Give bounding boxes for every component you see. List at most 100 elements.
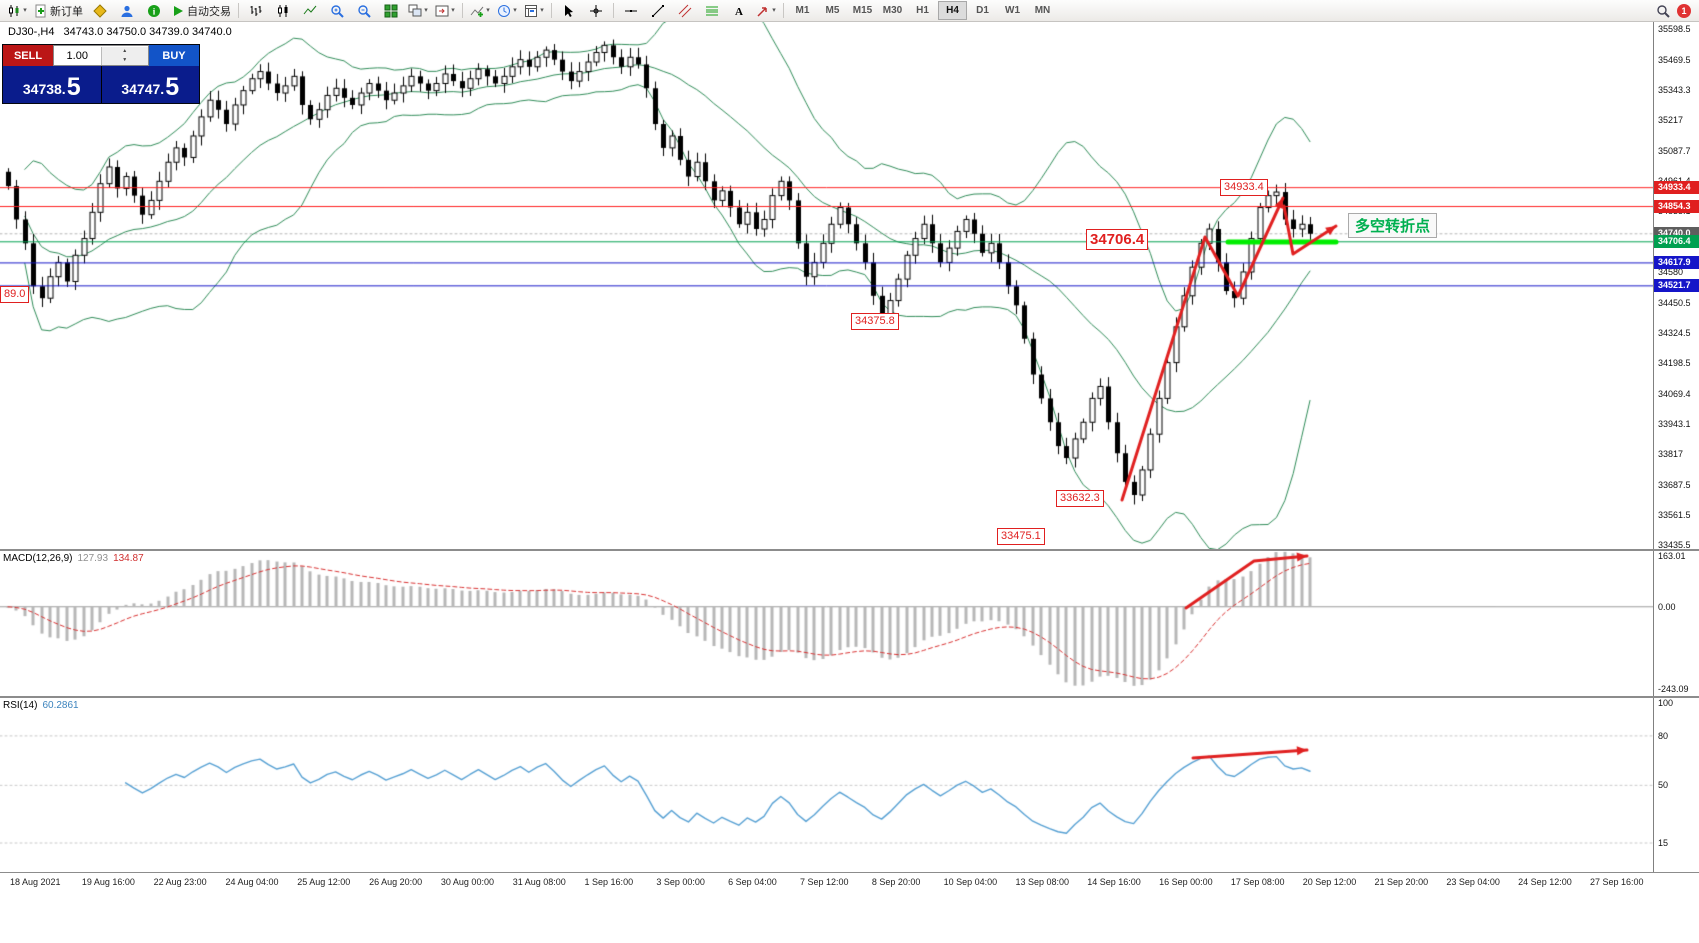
tile-windows-icon[interactable] xyxy=(378,1,404,21)
macd-name: MACD(12,26,9) xyxy=(3,553,73,564)
time-tick: 24 Aug 04:00 xyxy=(225,877,279,887)
time-tick: 3 Sep 00:00 xyxy=(656,877,705,887)
timeframe-button-d1[interactable]: D1 xyxy=(976,5,989,16)
indicators-icon[interactable]: ▾ xyxy=(467,1,493,21)
price-tick: 35598.5 xyxy=(1658,23,1691,34)
spin-up-icon[interactable]: ▲ xyxy=(101,46,148,56)
chart-ohlc-header: DJ30-,H4 34743.0 34750.0 34739.0 34740.0 xyxy=(8,26,238,38)
cursor-icon[interactable] xyxy=(556,1,582,21)
price-tick: 33435.5 xyxy=(1658,539,1691,550)
macd-label: MACD(12,26,9) 127.93 134.87 xyxy=(3,553,144,564)
zoom-in-icon xyxy=(330,4,344,18)
templates-icon[interactable]: ▾ xyxy=(521,1,547,21)
candlestick-icon[interactable] xyxy=(270,1,296,21)
fibonacci-icon[interactable] xyxy=(699,1,725,21)
spin-down-icon[interactable]: ▼ xyxy=(101,55,148,65)
zoom-out-icon[interactable] xyxy=(351,1,377,21)
toolbar-separator xyxy=(551,3,552,18)
text-icon[interactable]: A xyxy=(726,1,752,21)
timeframe-button-w1[interactable]: W1 xyxy=(1005,5,1020,16)
auto-arrange-icon[interactable]: ▾ xyxy=(405,1,431,21)
timeframe-button-mn[interactable]: MN xyxy=(1034,5,1051,16)
text-icon: A xyxy=(732,4,746,18)
price-badge: 34854.3 xyxy=(1654,200,1699,214)
dropdown-caret-icon[interactable]: ▾ xyxy=(513,6,517,14)
dropdown-caret-icon[interactable]: ▾ xyxy=(540,6,544,14)
sell-price-main: 34738. xyxy=(22,81,66,97)
time-tick: 13 Sep 08:00 xyxy=(1015,877,1070,887)
toolbar-separator xyxy=(238,3,239,18)
panel-separator xyxy=(0,872,1699,873)
rsi-indicator-panel[interactable] xyxy=(0,698,1653,872)
time-scale[interactable]: 18 Aug 2021 19 Aug 16:00 22 Aug 23:00 24 Au… xyxy=(0,873,1699,895)
volume-field[interactable]: 1.00 ▲ ▼ xyxy=(53,45,149,66)
cursor-icon xyxy=(562,4,576,18)
sell-button[interactable]: SELL xyxy=(3,45,53,66)
dropdown-caret-icon[interactable]: ▾ xyxy=(424,6,428,14)
info-icon[interactable]: i xyxy=(141,1,167,21)
dropdown-caret-icon[interactable]: ▾ xyxy=(486,6,490,14)
timeframe-button-m5[interactable]: M5 xyxy=(825,5,840,16)
chart-shift-icon[interactable]: ▾ xyxy=(432,1,458,21)
bar-chart-icon[interactable] xyxy=(243,1,269,21)
svg-text:i: i xyxy=(153,6,156,16)
main-price-chart[interactable] xyxy=(0,22,1653,549)
buy-button[interactable]: BUY xyxy=(149,45,199,66)
fibonacci-icon xyxy=(705,4,719,18)
time-tick: 25 Aug 12:00 xyxy=(297,877,351,887)
crosshair-icon xyxy=(589,4,603,18)
price-level-tag: 89.0 xyxy=(0,286,30,303)
toolbar-separator xyxy=(783,3,784,18)
new-chart-icon[interactable]: ▾ xyxy=(4,1,30,21)
macd-axis-label: 163.01 xyxy=(1658,551,1686,561)
new-order-button[interactable]: 新订单 xyxy=(31,1,86,21)
volume-value[interactable]: 1.00 xyxy=(66,49,88,62)
timeframe-button-m30[interactable]: M30 xyxy=(882,5,903,16)
price-scale[interactable]: 35598.5 35469.5 35343.3 35217 35087.7 34961.4… xyxy=(1653,22,1699,873)
time-tick: 1 Sep 16:00 xyxy=(584,877,634,887)
price-tick: 34961.4 xyxy=(1658,176,1691,186)
price-tick: 33561.5 xyxy=(1658,509,1691,520)
arrows-icon[interactable]: ▾ xyxy=(753,1,779,21)
trendline-icon[interactable] xyxy=(645,1,671,21)
price-tick: 33687.5 xyxy=(1658,479,1691,490)
hline-icon xyxy=(624,4,638,18)
svg-text:A: A xyxy=(735,6,743,18)
info-icon: i xyxy=(147,4,161,18)
time-tick: 18 Aug 2021 xyxy=(10,877,61,887)
profile-icon[interactable] xyxy=(114,1,140,21)
trade-buttons-row: SELL 1.00 ▲ ▼ BUY xyxy=(3,45,199,66)
volume-stepper[interactable]: ▲ ▼ xyxy=(100,46,148,65)
macd-indicator-panel[interactable] xyxy=(0,551,1653,696)
periods-icon[interactable]: ▾ xyxy=(494,1,520,21)
channel-icon[interactable] xyxy=(672,1,698,21)
zoom-in-icon[interactable] xyxy=(324,1,350,21)
time-tick: 23 Sep 04:00 xyxy=(1446,877,1500,887)
ohlc-values: 34743.0 34750.0 34739.0 34740.0 xyxy=(63,26,232,38)
time-tick: 6 Sep 04:00 xyxy=(728,877,777,887)
crosshair-icon[interactable] xyxy=(583,1,609,21)
toolbar-separator xyxy=(613,3,614,18)
dropdown-caret-icon[interactable]: ▾ xyxy=(772,6,776,14)
auto-trading-button[interactable]: 自动交易 xyxy=(168,1,234,21)
line-chart-icon[interactable] xyxy=(297,1,323,21)
hline-icon[interactable] xyxy=(618,1,644,21)
candlestick-icon xyxy=(276,4,290,18)
panel-separator[interactable] xyxy=(0,549,1699,551)
dropdown-caret-icon[interactable]: ▾ xyxy=(23,6,27,14)
timeframe-button-h1[interactable]: H1 xyxy=(916,5,929,16)
price-tick: 33817 xyxy=(1658,448,1684,459)
dropdown-caret-icon[interactable]: ▾ xyxy=(451,6,455,14)
channel-icon xyxy=(678,4,692,18)
panel-separator[interactable] xyxy=(0,696,1699,698)
time-tick: 20 Sep 12:00 xyxy=(1302,877,1357,887)
timeframe-button-m15[interactable]: M15 xyxy=(852,5,873,16)
price-badge: 34706.4 xyxy=(1654,235,1699,249)
market-watch-icon[interactable] xyxy=(87,1,113,21)
timeframe-button-m1[interactable]: M1 xyxy=(795,5,810,16)
timeframe-button-h4[interactable]: H4 xyxy=(938,1,967,20)
search-icon[interactable] xyxy=(1650,1,1676,21)
macd-signal-value: 134.87 xyxy=(113,553,144,564)
notification-badge[interactable]: 1 xyxy=(1677,3,1691,18)
